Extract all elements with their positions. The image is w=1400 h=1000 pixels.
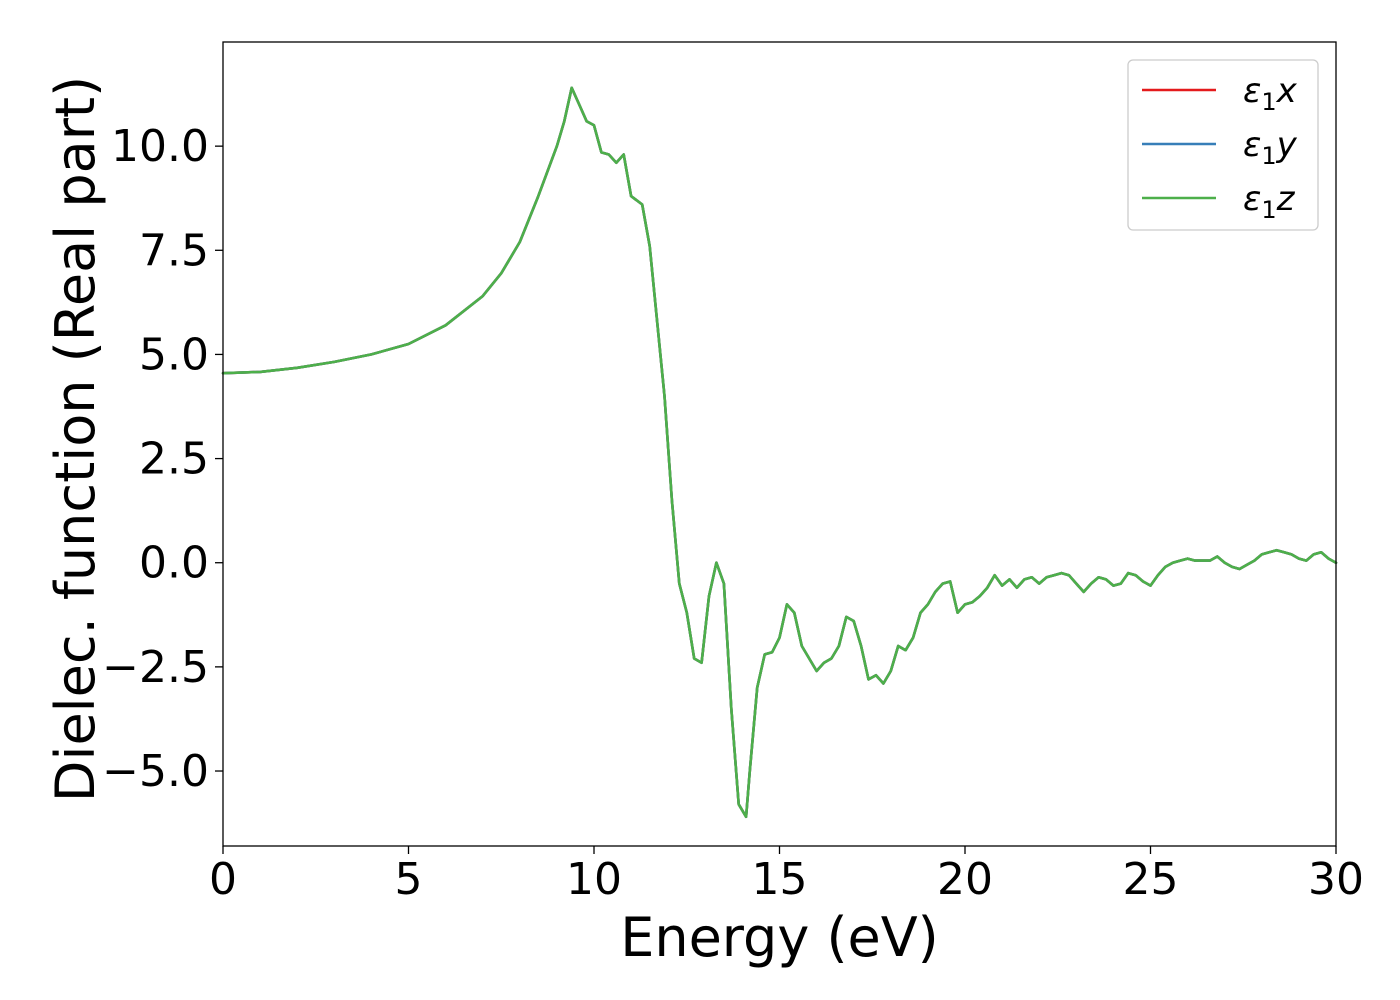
x-tick-label: 10 (566, 854, 622, 905)
x-tick-label: 30 (1308, 854, 1364, 905)
x-tick-label: 25 (1123, 854, 1179, 905)
y-axis-label: Dielec. function (Real part) (44, 76, 107, 802)
y-tick-label: 7.5 (139, 225, 209, 276)
legend-box (1127, 59, 1319, 231)
y-tick-label: 2.5 (139, 434, 209, 485)
series-line-z (221, 86, 1338, 819)
y-axis-ticks: −5.0 −2.5 0.0 2.5 5.0 7.5 10.0 (102, 121, 223, 797)
y-tick-label: 10.0 (111, 121, 209, 172)
series-layer (221, 86, 1338, 819)
legend: ε1x ε1y ε1z (1127, 59, 1319, 231)
y-tick-label: −5.0 (102, 746, 209, 797)
legend-label-y: ε1y (1243, 125, 1298, 170)
legend-label-z: ε1z (1243, 179, 1296, 224)
x-axis-label: Energy (eV) (620, 906, 939, 969)
x-tick-label: 0 (209, 854, 237, 905)
y-tick-label: 5.0 (139, 329, 209, 380)
x-tick-label: 20 (937, 854, 993, 905)
y-tick-label: −2.5 (102, 642, 209, 693)
x-axis-ticks: 0 5 10 15 20 25 30 (209, 846, 1364, 905)
y-tick-label: 0.0 (139, 538, 209, 589)
x-tick-label: 15 (752, 854, 808, 905)
x-tick-label: 5 (395, 854, 423, 905)
legend-label-x: ε1x (1243, 71, 1298, 116)
